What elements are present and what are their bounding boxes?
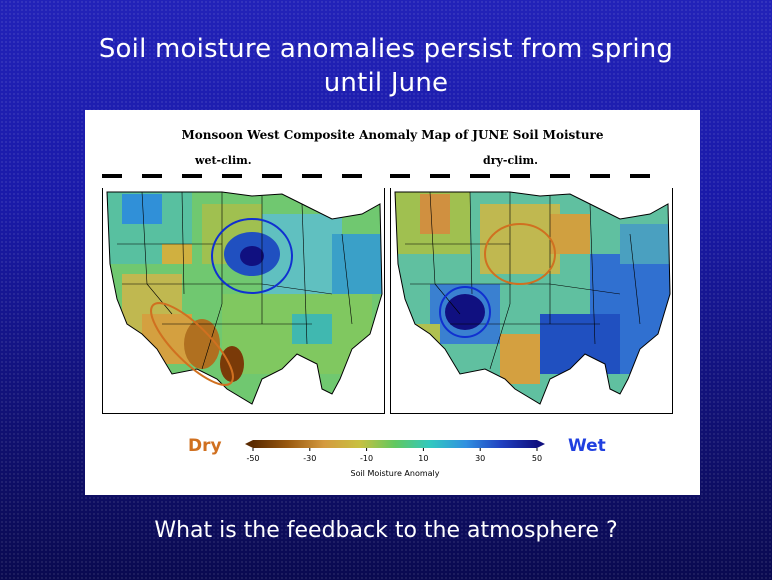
wet-anomaly-circle (211, 218, 293, 294)
colorbar-tick-label: -30 (303, 454, 316, 463)
right-map-label: dry-clim. (483, 154, 538, 167)
figure-title: Monsoon West Composite Anomaly Map of JU… (181, 128, 604, 142)
colorbar-label: Soil Moisture Anomaly (350, 469, 439, 478)
legend-dry-label: Dry (188, 436, 222, 456)
slide-title-line-1: Soil moisture anomalies persist from spr… (98, 34, 674, 64)
left-map-label: wet-clim. (195, 154, 252, 167)
map-wet-clim (102, 174, 385, 414)
dry-anomaly-circle (484, 223, 556, 285)
question-text: What is the feedback to the atmosphere ? (154, 518, 618, 543)
colorbar-svg: -50 -30 -10 10 30 50 Soil Moisture Anomaly (245, 440, 545, 478)
figure-panel: Monsoon West Composite Anomaly Map of JU… (85, 110, 700, 495)
colorbar-right-arrow (537, 440, 545, 448)
map-dry-clim-svg (390, 174, 673, 414)
map-wet-clim-svg (102, 174, 385, 414)
colorbar-left-arrow (245, 440, 253, 448)
colorbar-tick-label: -10 (360, 454, 373, 463)
legend-wet-label: Wet (568, 436, 606, 456)
colorbar-tick-label: 30 (475, 454, 485, 463)
map-dry-clim (390, 174, 673, 414)
colorbar-gradient (253, 440, 537, 448)
colorbar-tick-label: 10 (418, 454, 428, 463)
slide-title: Soil moisture anomalies persist from spr… (0, 32, 772, 100)
slide-title-line-2: until June (323, 68, 449, 98)
dry-anomaly-ellipse (150, 302, 234, 386)
colorbar-tick-label: 50 (532, 454, 542, 463)
wet-anomaly-circle-right (439, 286, 491, 338)
colorbar: -50 -30 -10 10 30 50 Soil Moisture Anomaly (245, 440, 545, 490)
colorbar-tick-label: -50 (246, 454, 259, 463)
